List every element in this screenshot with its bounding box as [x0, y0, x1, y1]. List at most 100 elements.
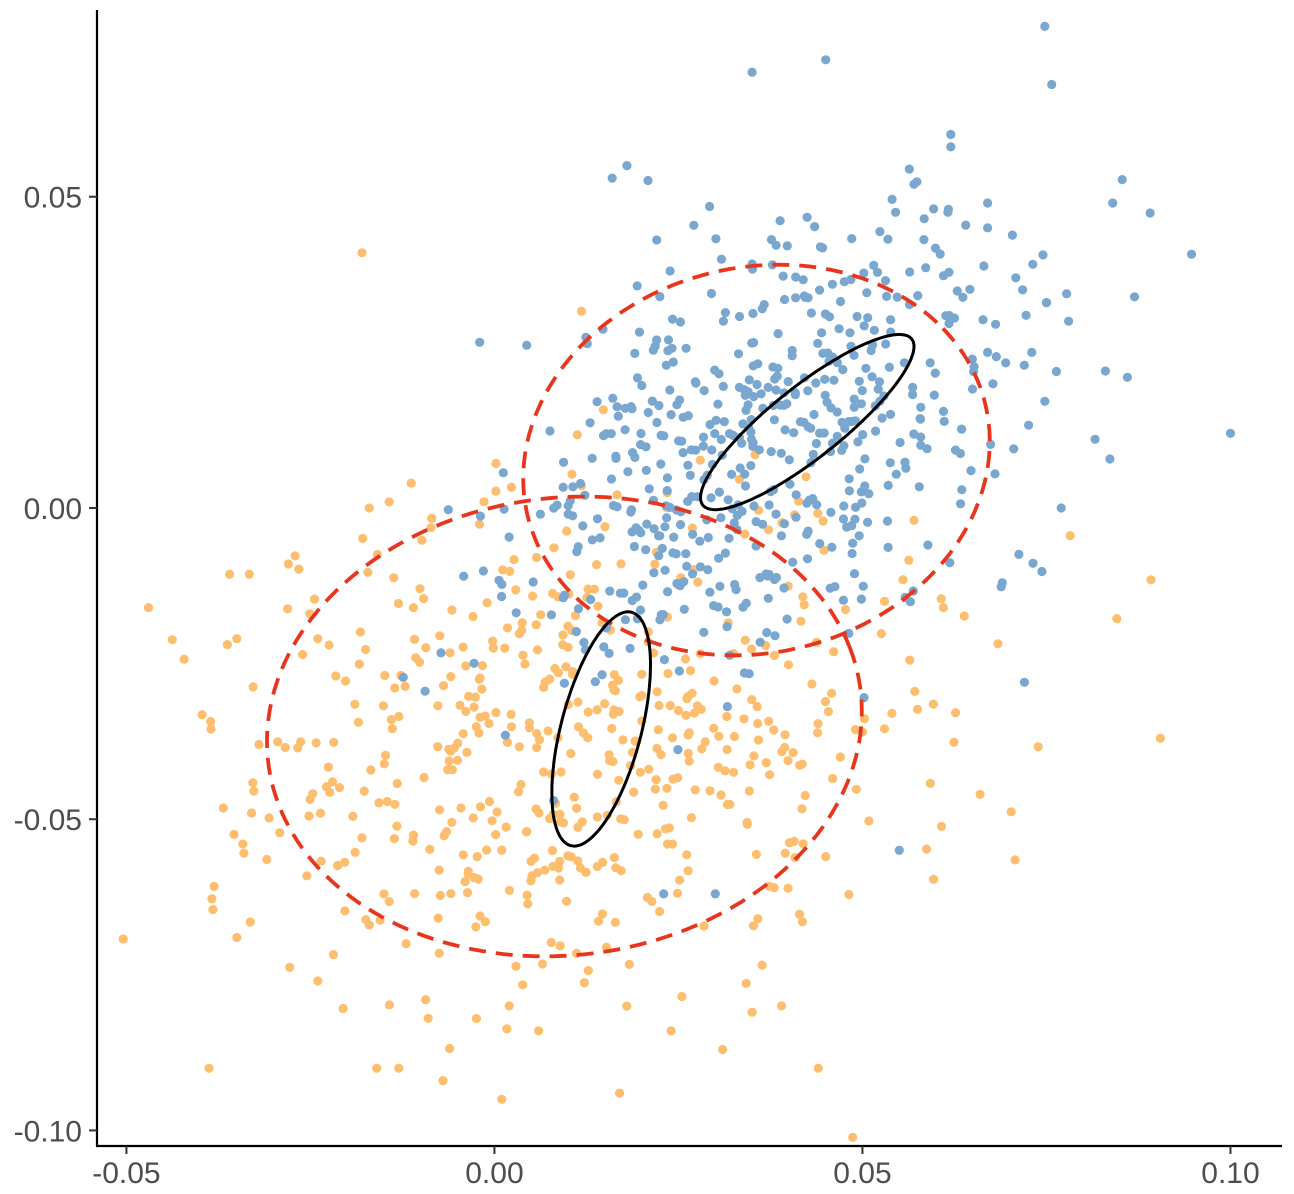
data-point — [840, 604, 851, 615]
dashed-ellipse-2 — [521, 262, 992, 658]
data-point — [993, 639, 1003, 649]
data-point — [475, 802, 486, 812]
data-point — [901, 463, 911, 473]
data-point — [523, 899, 533, 909]
data-point — [597, 670, 607, 680]
data-point — [614, 706, 624, 717]
data-point — [548, 861, 558, 872]
data-point — [769, 415, 780, 425]
data-point — [699, 921, 709, 931]
data-point — [706, 493, 716, 503]
data-point — [904, 164, 914, 174]
data-point — [592, 560, 602, 570]
data-point — [229, 829, 239, 840]
data-point — [675, 520, 686, 530]
data-point — [863, 517, 873, 527]
data-point — [788, 557, 798, 567]
data-point — [652, 417, 662, 428]
data-point — [1047, 79, 1057, 90]
data-point — [722, 799, 733, 810]
data-point — [783, 883, 793, 893]
ellipse-layer — [265, 262, 992, 959]
data-point — [575, 478, 586, 489]
data-point — [690, 377, 701, 387]
data-point — [687, 569, 698, 579]
data-point — [655, 292, 665, 302]
data-point — [562, 526, 572, 536]
data-point — [518, 650, 528, 660]
data-point — [813, 719, 823, 729]
data-point — [578, 728, 589, 738]
data-point — [283, 559, 293, 569]
data-point — [851, 784, 861, 794]
data-point — [573, 856, 583, 866]
data-point — [544, 813, 555, 824]
data-point — [720, 308, 731, 318]
data-point — [872, 267, 883, 277]
data-point — [546, 610, 557, 620]
data-point — [898, 575, 908, 585]
data-point — [501, 822, 511, 832]
data-point — [600, 699, 610, 709]
data-point — [394, 1063, 404, 1073]
data-point — [656, 610, 666, 620]
data-point — [688, 529, 698, 540]
data-point — [540, 865, 550, 875]
data-point — [398, 672, 408, 683]
data-point — [324, 640, 334, 650]
data-point — [379, 889, 389, 899]
data-point — [659, 655, 670, 665]
y-tick-label: 0.05 — [24, 182, 82, 215]
data-point — [659, 889, 669, 899]
data-point — [438, 1076, 448, 1086]
data-point — [248, 778, 258, 788]
data-point — [967, 384, 978, 394]
data-point — [294, 564, 304, 574]
data-point — [875, 227, 885, 237]
data-point — [389, 573, 399, 583]
data-point — [632, 373, 643, 383]
data-point — [681, 549, 691, 559]
data-point — [421, 995, 431, 1005]
data-point — [668, 548, 678, 558]
data-point — [297, 649, 308, 660]
data-point — [629, 541, 640, 552]
data-point — [680, 654, 691, 664]
data-point — [634, 327, 645, 337]
data-point — [827, 542, 837, 552]
data-point — [532, 645, 543, 655]
data-point — [729, 731, 740, 742]
data-point — [626, 507, 636, 517]
data-point — [965, 284, 975, 294]
data-point — [471, 1013, 481, 1024]
data-point — [693, 577, 703, 587]
data-point — [713, 762, 723, 773]
data-point — [459, 571, 469, 581]
data-point — [482, 598, 492, 608]
data-point — [782, 614, 792, 624]
data-point — [679, 577, 689, 587]
data-point — [852, 311, 862, 322]
data-point — [839, 441, 849, 451]
data-point — [608, 500, 619, 511]
data-point — [739, 714, 749, 724]
data-point — [746, 461, 756, 471]
data-point — [892, 292, 902, 302]
data-point — [716, 434, 726, 445]
data-point — [891, 469, 901, 479]
data-point — [858, 581, 868, 591]
data-point — [409, 634, 420, 644]
data-point — [469, 658, 479, 668]
data-point — [546, 937, 556, 948]
data-point — [703, 565, 713, 575]
data-point — [812, 500, 822, 510]
data-point — [433, 913, 443, 923]
data-point — [756, 389, 766, 399]
data-point — [570, 611, 581, 621]
data-point — [709, 723, 719, 733]
data-point — [492, 807, 502, 817]
data-point — [539, 767, 549, 777]
data-point — [732, 684, 742, 694]
data-point — [763, 571, 773, 581]
data-point — [802, 554, 813, 564]
